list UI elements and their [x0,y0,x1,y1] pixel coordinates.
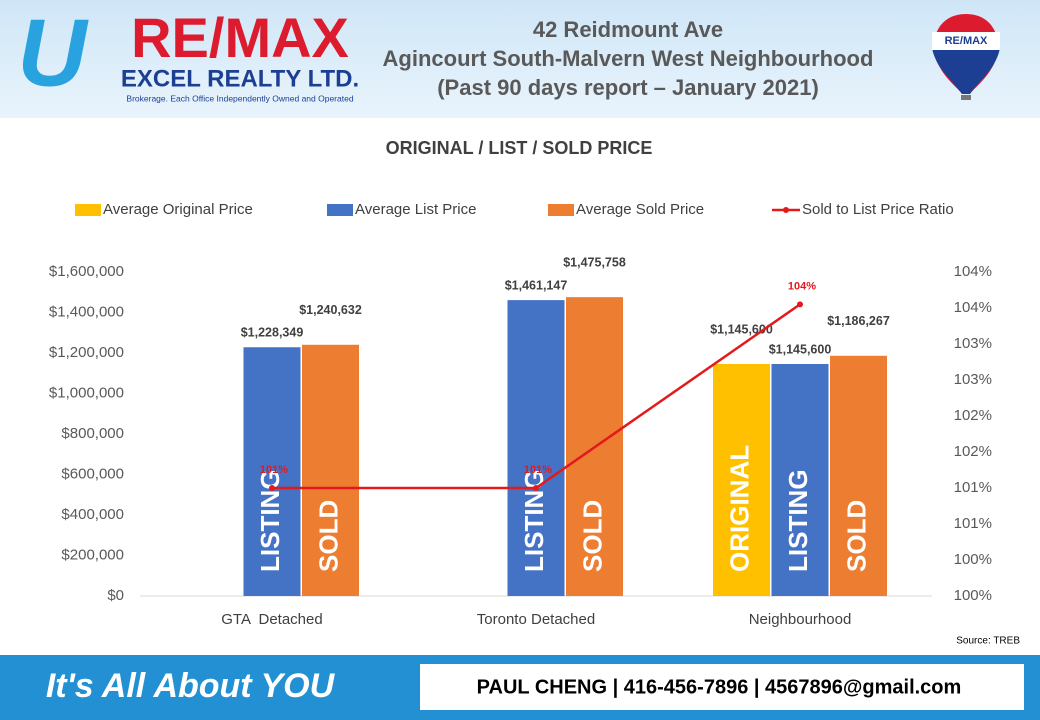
header-band [0,0,1040,118]
slogan: It's All About YOU [46,667,336,705]
logo-letter: U [17,0,89,106]
y-tick-label: $600,000 [61,465,124,482]
x-tick-label: GTA Detached [221,611,322,628]
y2-tick-label: 102% [954,443,992,460]
bar [243,347,301,596]
y2-tick-label: 102% [954,407,992,424]
chart: $0 $200,000 $400,000 $600,000 $800,000 $1,000… [49,201,992,628]
y-tick-label: $1,400,000 [49,303,124,320]
data-label: $1,461,147 [505,278,568,292]
y-tick-label: $400,000 [61,506,124,523]
line-label: 101% [524,464,552,476]
bar-inner-label: SOLD [577,500,607,572]
data-label: $1,475,758 [563,255,626,269]
legend-symbol [75,204,101,216]
y2-tick-label: 103% [954,371,992,388]
bar [302,344,359,596]
y-tick-label: $1,200,000 [49,344,124,361]
data-label: $1,186,267 [827,314,890,328]
bar [771,364,829,596]
y2-tick-label: 104% [954,263,992,280]
x-tick-label: Toronto Detached [477,611,595,628]
y-tick-label: $1,600,000 [49,263,124,280]
legend-label: Average Sold Price [576,201,704,218]
y-tick-label: $1,000,000 [49,384,124,401]
x-tick-label: Neighbourhood [749,611,852,628]
y-tick-label: $800,000 [61,425,124,442]
balloon: RE/MAX [932,14,1000,100]
tagline: Brokerage. Each Office Independently Own… [126,93,353,103]
legend-label: Sold to List Price Ratio [802,201,954,218]
y-tick-label: $200,000 [61,546,124,563]
bar-inner-label: SOLD [313,500,343,572]
data-label: $1,240,632 [299,303,362,317]
y2-tick-label: 101% [954,479,992,496]
y2-tick-label: 103% [954,335,992,352]
company: EXCEL REALTY LTD. [121,65,359,92]
legend-label: Average List Price [355,201,476,218]
balloon-text: RE/MAX [945,35,988,47]
line-label: 104% [788,280,816,292]
header-title: 42 Reidmount Ave [533,17,723,42]
y2-tick-label: 100% [954,587,992,604]
header-title: Agincourt South-Malvern West Neighbourho… [383,46,874,71]
bar-inner-label: LISTING [519,469,549,572]
bar-inner-label: LISTING [255,469,285,572]
brand: RE/MAX [131,6,349,69]
line-label: 101% [260,464,288,476]
y2-tick-label: 101% [954,515,992,532]
y-tick-label: $0 [107,587,124,604]
legend-symbol [783,207,789,213]
line-marker [797,301,803,308]
bar [713,364,770,596]
header-title: (Past 90 days report – January 2021) [437,75,819,100]
legend-symbol [327,204,353,216]
data-label: $1,145,600 [769,342,832,356]
line-marker [533,485,539,491]
bar-inner-label: SOLD [841,500,871,572]
bar [507,300,565,596]
source: Source: TREB [956,636,1020,647]
bar-inner-label: ORIGINAL [724,445,754,572]
data-label: $1,228,349 [241,326,304,340]
y2-tick-label: 104% [954,299,992,316]
contact-box [420,664,1024,710]
line-marker [269,485,275,491]
chart-title: ORIGINAL / LIST / SOLD PRICE [386,138,653,158]
legend-symbol [548,204,574,216]
legend-label: Average Original Price [103,201,253,218]
bar [830,355,887,596]
contact: PAUL CHENG | 416-456-7896 | 4567896@gmai… [477,676,962,698]
bar-inner-label: LISTING [783,469,813,572]
y2-tick-label: 100% [954,551,992,568]
